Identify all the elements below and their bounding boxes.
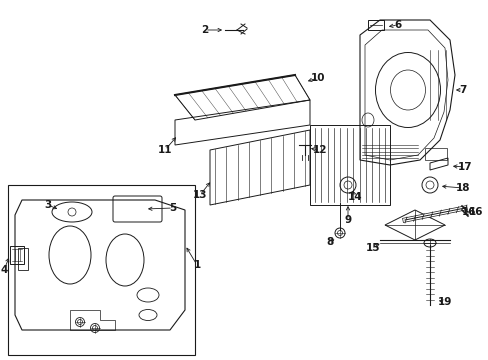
Text: 19: 19 [437, 297, 451, 307]
Text: 17: 17 [457, 162, 471, 172]
Text: 12: 12 [312, 145, 326, 155]
Text: 1: 1 [193, 260, 200, 270]
Text: 4: 4 [0, 265, 8, 275]
Bar [367, 20, 383, 30]
Bar [424, 148, 446, 160]
Text: 15: 15 [365, 243, 380, 253]
Text: 13: 13 [192, 190, 207, 200]
Text: 7: 7 [458, 85, 466, 95]
Text: 16: 16 [461, 207, 475, 217]
Text: 10: 10 [310, 73, 325, 83]
Bar [8, 185, 195, 355]
Text: 6: 6 [393, 20, 401, 30]
Text: 11: 11 [158, 145, 172, 155]
Bar [10, 246, 24, 264]
Text: 5: 5 [169, 203, 176, 213]
Text: 8: 8 [325, 237, 333, 247]
Text: 9: 9 [344, 215, 351, 225]
Text: 3: 3 [44, 200, 52, 210]
Text: 18: 18 [455, 183, 469, 193]
Text: 14: 14 [347, 192, 362, 202]
Text: 2: 2 [201, 25, 208, 35]
Bar [18, 248, 28, 270]
Text: 16: 16 [468, 207, 483, 217]
